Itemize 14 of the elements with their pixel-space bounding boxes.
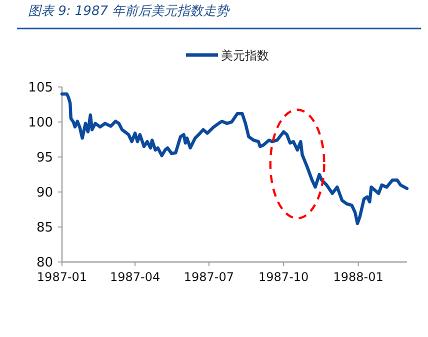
line-series — [60, 92, 409, 226]
y-tick-label: 95 — [36, 150, 53, 166]
y-tick-label: 85 — [36, 220, 53, 236]
y-tick-label: 105 — [28, 80, 53, 96]
legend-label: 美元指数 — [221, 48, 269, 62]
x-tick-label: 1987-01 — [36, 270, 88, 284]
chart-title: 图表 9: 1987 年前后美元指数走势 — [28, 3, 230, 19]
y-tick-label: 80 — [36, 256, 53, 271]
y-tick-label: 100 — [28, 116, 53, 131]
x-tick-label: 1987-10 — [258, 270, 309, 284]
x-tick-label: 1988-01 — [333, 270, 384, 284]
y-tick-label: 90 — [36, 186, 53, 201]
x-tick-label: 1987-07 — [184, 270, 234, 284]
x-tick-label: 1987-04 — [110, 270, 160, 284]
